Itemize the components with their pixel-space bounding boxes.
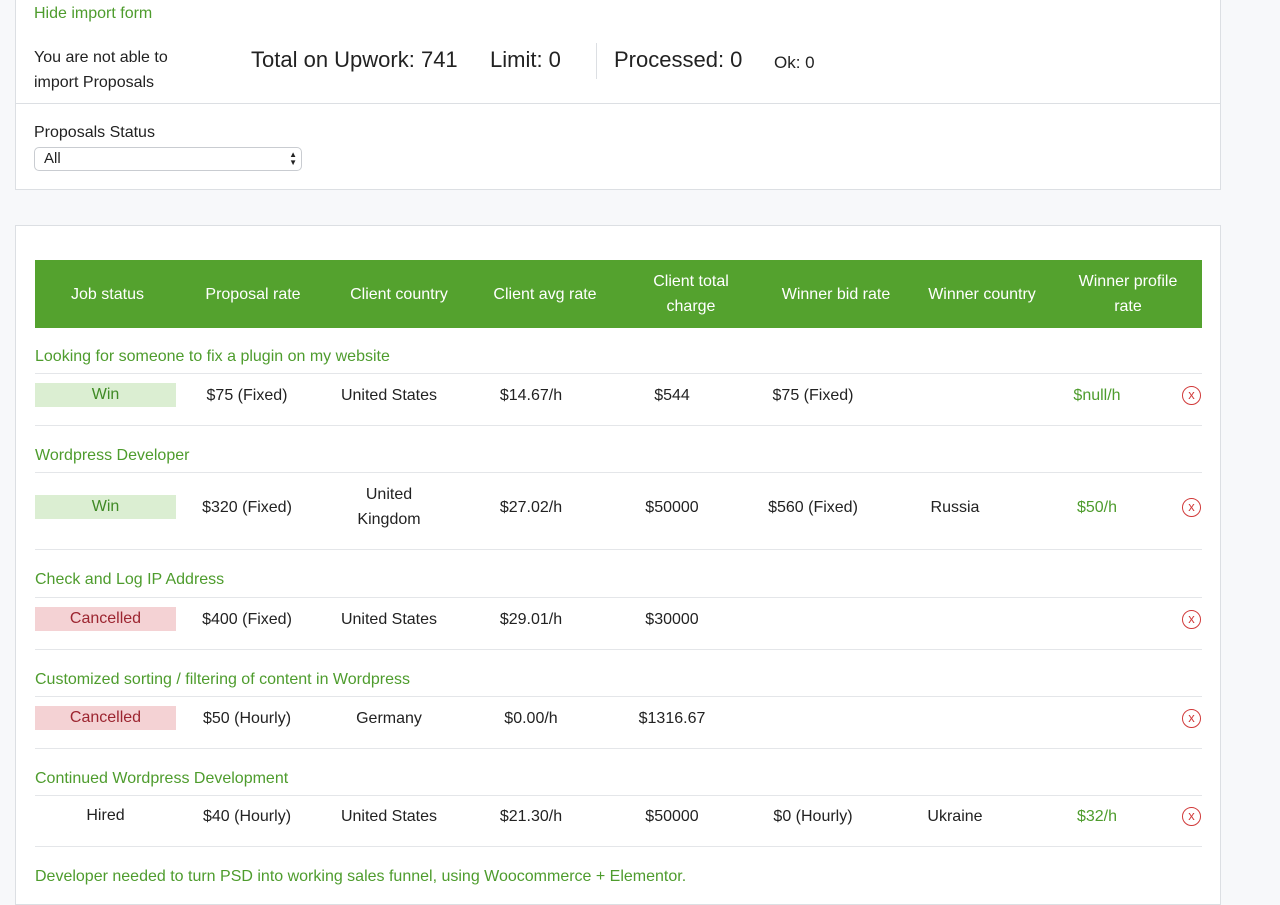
job-status-badge: Hired [86,807,125,824]
job-title-link[interactable]: Wordpress Developer [35,447,190,464]
stats-divider [596,43,597,79]
row-divider [35,597,1202,598]
winner-bid-rate: $560 (Fixed) [768,498,858,516]
job-title-link[interactable]: Continued Wordpress Development [35,770,289,787]
job-status-badge: Cancelled [35,607,176,631]
delete-icon[interactable]: x [1182,610,1201,629]
header-winner-bid-rate: Winner bid rate [781,285,891,303]
limit-count: Limit: 0 [490,47,561,72]
job-status-badge: Win [35,495,176,519]
proposal-rate: $50 (Hourly) [202,709,292,727]
client-avg-rate: $14.67/h [499,386,563,404]
table-header: Job status Proposal rate Client country … [35,260,1202,328]
job-title-link[interactable]: Customized sorting / filtering of conten… [35,671,410,688]
client-total-charge: $50000 [645,807,699,825]
ok-count: Ok: 0 [774,53,815,72]
delete-icon[interactable]: x [1182,709,1201,728]
row-divider [35,748,1202,749]
client-country: Germany [356,709,422,727]
row-divider [35,846,1202,847]
proposals-status-value: All [44,150,61,167]
import-warning: You are not able to import Proposals [34,49,168,91]
proposals-status-select[interactable]: All ▲ ▼ [34,147,302,171]
panel-divider [16,103,1220,104]
proposal-rate: $320 (Fixed) [202,498,292,516]
winner-profile-rate: $32/h [1076,807,1118,825]
winner-profile-rate: $null/h [1073,386,1121,404]
winner-bid-rate: $0 (Hourly) [773,807,853,825]
winner-bid-rate: $75 (Fixed) [772,386,854,404]
client-total-charge: $1316.67 [638,709,706,727]
job-title-link[interactable]: Check and Log IP Address [35,571,225,588]
delete-icon[interactable]: x [1182,498,1201,517]
winner-profile-rate: $50/h [1076,498,1118,516]
winner-country [884,382,1026,408]
winner-country: Russia [930,498,980,516]
client-total-charge: $544 [654,386,690,404]
header-winner-country: Winner country [928,285,1036,303]
delete-icon[interactable]: x [1182,807,1201,826]
row-divider [35,373,1202,374]
client-total-charge: $30000 [645,610,699,628]
header-proposal-rate: Proposal rate [205,285,301,303]
client-avg-rate: $21.30/h [499,807,563,825]
import-panel: Hide import form You are not able to imp… [15,0,1221,190]
job-status-badge: Win [35,383,176,407]
proposal-rate: $40 (Hourly) [202,807,292,825]
header-client-avg-rate: Client avg rate [493,285,597,303]
client-country: United States [340,386,438,404]
client-avg-rate: $0.00/h [504,709,558,727]
client-country: United States [340,610,438,628]
row-divider [35,549,1202,550]
client-avg-rate: $29.01/h [499,610,563,628]
hide-import-form-link[interactable]: Hide import form [34,5,153,22]
processed-count: Processed: 0 [614,47,743,72]
job-title-link[interactable]: Developer needed to turn PSD into workin… [35,868,687,885]
proposal-rate: $400 (Fixed) [202,610,292,628]
header-winner-profile-rate: Winner profile rate [1078,273,1178,315]
client-total-charge: $50000 [645,498,699,516]
total-on-upwork: Total on Upwork: 741 [251,47,458,72]
client-avg-rate: $27.02/h [499,498,563,516]
job-title-link[interactable]: Looking for someone to fix a plugin on m… [35,348,390,365]
row-divider [35,425,1202,426]
job-status-badge: Cancelled [35,706,176,730]
header-job-status: Job status [71,285,144,303]
delete-icon[interactable]: x [1182,386,1201,405]
proposals-status-label: Proposals Status [34,124,155,141]
winner-country: Ukraine [927,807,983,825]
client-country: United States [340,807,438,825]
row-divider [35,795,1202,796]
proposal-rate: $75 (Fixed) [206,386,288,404]
row-divider [35,696,1202,697]
proposals-panel: Job status Proposal rate Client country … [15,225,1221,905]
header-client-total-charge: Client total charge [653,273,729,315]
row-divider [35,649,1202,650]
header-client-country: Client country [350,285,448,303]
client-country: United Kingdom [357,486,421,528]
select-arrows-icon: ▲ ▼ [289,150,297,167]
row-divider [35,472,1202,473]
